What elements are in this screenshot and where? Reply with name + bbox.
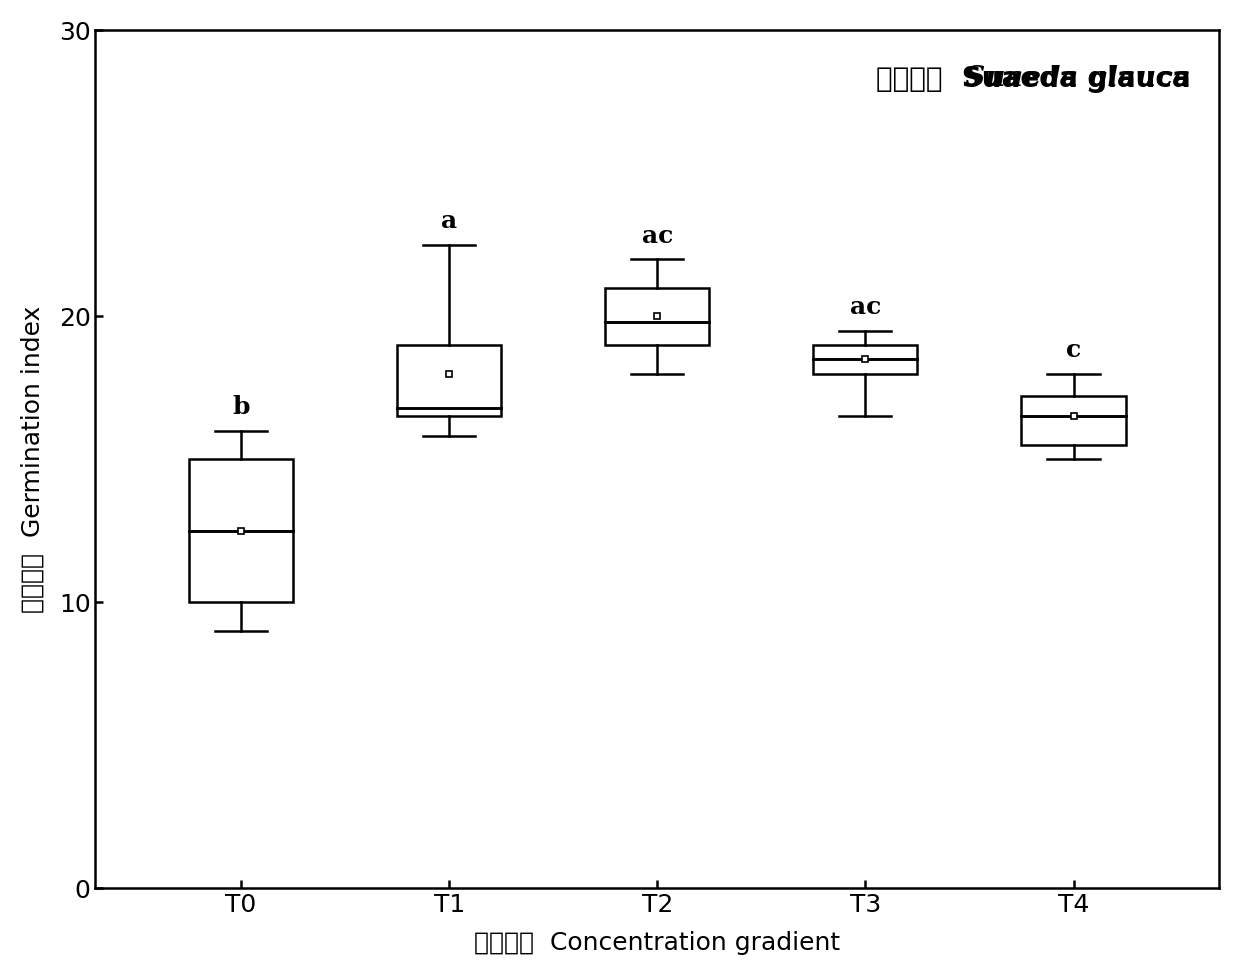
Bar [1022,396,1126,445]
Text: ac: ac [849,295,882,319]
Bar [190,460,293,602]
Bar [813,345,918,374]
Bar [605,288,709,345]
Text: 盐地硏蓬  Suaeda glauca: 盐地硏蓬 Suaeda glauca [877,64,1192,93]
X-axis label: 浓度梯度  Concentration gradient: 浓度梯度 Concentration gradient [474,931,841,956]
Text: ac: ac [641,224,673,248]
Text: c: c [1066,338,1081,362]
Text: a: a [441,210,458,233]
Text: Suaeda glauca: Suaeda glauca [869,64,1192,92]
Y-axis label: 萌发指数  Germination index: 萌发指数 Germination index [21,305,45,613]
Text: b: b [232,395,250,420]
Bar [397,345,501,417]
